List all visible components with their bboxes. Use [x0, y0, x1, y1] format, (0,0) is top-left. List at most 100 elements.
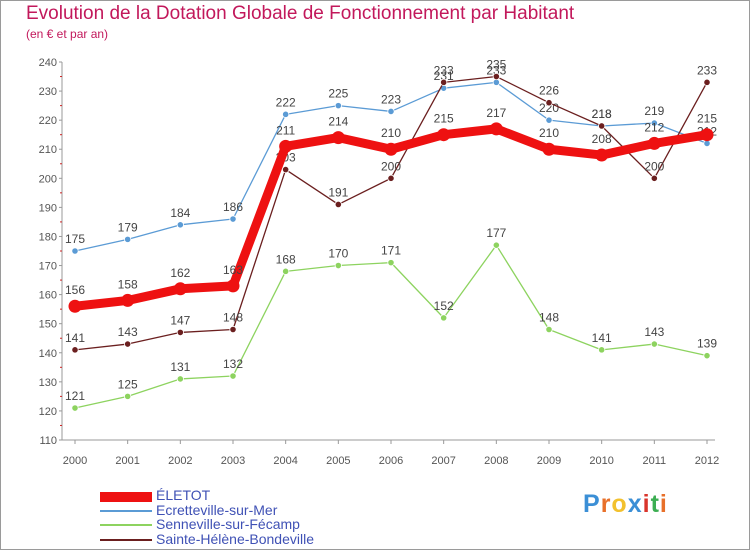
data-point-ecretteville-sur-mer	[229, 215, 237, 223]
logo-letter: t	[650, 490, 660, 518]
data-point-senneville-sur-f-camp	[334, 261, 342, 270]
data-label-sainte-h-l-ne-bondeville: 233	[434, 63, 454, 77]
data-point-ecretteville-sur-mer	[282, 110, 290, 118]
data-point-sainte-h-l-ne-bondeville	[545, 99, 553, 107]
logo-letter: i	[642, 490, 651, 518]
x-tick-label: 2006	[379, 455, 403, 467]
data-label-senneville-sur-f-camp: 171	[381, 244, 401, 258]
data-point-sainte-h-l-ne-bondeville	[492, 72, 500, 81]
data-label--letot: 208	[592, 132, 612, 146]
data-label-senneville-sur-f-camp: 141	[592, 331, 612, 345]
data-label--letot: 163	[223, 263, 243, 277]
data-point-sainte-h-l-ne-bondeville	[229, 325, 237, 334]
data-label-ecretteville-sur-mer: 223	[381, 92, 401, 106]
x-tick-label: 2007	[431, 455, 455, 467]
data-point-ecretteville-sur-mer	[71, 247, 79, 255]
y-tick-label: 180	[39, 231, 57, 243]
data-label--letot: 212	[644, 120, 664, 134]
data-point-senneville-sur-f-camp	[387, 259, 395, 267]
legend-label-senneville: Senneville-sur-Fécamp	[156, 516, 300, 532]
data-point-sainte-h-l-ne-bondeville	[71, 346, 79, 354]
data-point-ecretteville-sur-mer	[387, 107, 395, 116]
logo-letter: o	[611, 490, 628, 518]
data-label-senneville-sur-f-camp: 152	[434, 299, 454, 313]
x-tick-label: 2012	[695, 455, 719, 467]
legend-label-ecretteville: Ecretteville-sur-Mer	[156, 502, 278, 518]
x-tick-label: 2010	[589, 455, 613, 467]
y-tick-label: 160	[39, 290, 57, 302]
data-point-ecretteville-sur-mer	[124, 235, 132, 243]
data-point-sainte-h-l-ne-bondeville	[176, 328, 184, 337]
data-point-ecretteville-sur-mer	[334, 102, 342, 110]
x-tick-label: 2001	[115, 455, 139, 467]
data-label-senneville-sur-f-camp: 170	[328, 247, 348, 261]
data-label-senneville-sur-f-camp: 168	[276, 252, 296, 266]
y-tick-label: 110	[39, 435, 57, 447]
data-point-senneville-sur-f-camp	[703, 352, 711, 360]
data-point-senneville-sur-f-camp	[124, 392, 132, 400]
data-label-ecretteville-sur-mer: 225	[328, 87, 348, 101]
x-tick-label: 2003	[221, 455, 245, 467]
data-label-sainte-h-l-ne-bondeville: 233	[697, 63, 717, 77]
x-tick-label: 2005	[326, 455, 350, 467]
legend-swatch-ecretteville	[100, 510, 152, 512]
data-label-sainte-h-l-ne-bondeville: 235	[486, 58, 506, 72]
logo-letter: P	[583, 490, 601, 518]
data-label-senneville-sur-f-camp: 139	[697, 337, 717, 351]
y-tick-label: 210	[39, 144, 57, 156]
y-tick-label: 170	[39, 261, 57, 273]
data-label-senneville-sur-f-camp: 131	[170, 360, 190, 374]
data-label-senneville-sur-f-camp: 125	[118, 377, 138, 391]
data-point--letot	[542, 142, 556, 156]
data-label-senneville-sur-f-camp: 121	[65, 389, 85, 403]
data-point-sainte-h-l-ne-bondeville	[124, 340, 132, 348]
x-tick-label: 2009	[537, 455, 561, 467]
x-tick-label: 2002	[168, 455, 192, 467]
proxiti-logo: Proxiti	[583, 490, 668, 519]
data-label-ecretteville-sur-mer: 233	[486, 63, 506, 77]
data-point--letot	[700, 128, 714, 142]
data-label--letot: 215	[697, 112, 717, 126]
y-tick-label: 140	[39, 348, 57, 360]
legend-label-eletot: ÉLETOT	[156, 487, 211, 503]
data-point--letot	[437, 128, 451, 142]
data-label-senneville-sur-f-camp: 177	[486, 226, 506, 240]
data-point-senneville-sur-f-camp	[282, 267, 290, 275]
legend-swatch-sainte-helene	[100, 539, 152, 541]
data-point--letot	[68, 299, 82, 313]
y-tick-label: 150	[39, 319, 57, 331]
chart-subtitle: (en € et par an)	[26, 27, 109, 41]
data-label-ecretteville-sur-mer: 175	[65, 232, 85, 246]
data-label-ecretteville-sur-mer: 186	[223, 200, 243, 214]
data-label-sainte-h-l-ne-bondeville: 200	[381, 159, 401, 173]
logo-letter: i	[659, 490, 668, 518]
y-tick-label: 240	[39, 57, 57, 69]
data-label--letot: 217	[486, 106, 506, 120]
data-label-ecretteville-sur-mer: 231	[434, 69, 454, 83]
data-label--letot: 215	[434, 112, 454, 126]
data-label-sainte-h-l-ne-bondeville: 191	[328, 185, 348, 199]
data-point-senneville-sur-f-camp	[492, 241, 500, 249]
data-point-sainte-h-l-ne-bondeville	[650, 174, 658, 182]
data-point--letot	[647, 136, 661, 150]
data-point-senneville-sur-f-camp	[598, 346, 606, 354]
data-label-ecretteville-sur-mer: 184	[170, 206, 190, 220]
data-label-ecretteville-sur-mer: 222	[276, 95, 296, 109]
data-point--letot	[489, 122, 503, 136]
data-point--letot	[384, 142, 398, 156]
data-point-ecretteville-sur-mer	[176, 221, 184, 229]
data-label--letot: 214	[328, 115, 348, 129]
chart-title: Evolution de la Dotation Globale de Fonc…	[26, 3, 575, 24]
y-tick-label: 120	[39, 406, 57, 418]
y-tick-label: 190	[39, 202, 57, 214]
data-label--letot: 211	[276, 123, 295, 137]
y-tick-label: 200	[39, 173, 57, 185]
data-point-ecretteville-sur-mer	[650, 119, 658, 127]
logo-letter: x	[627, 490, 643, 518]
data-point--letot	[173, 282, 187, 296]
data-label--letot: 156	[65, 283, 85, 297]
data-label--letot: 158	[118, 277, 138, 291]
